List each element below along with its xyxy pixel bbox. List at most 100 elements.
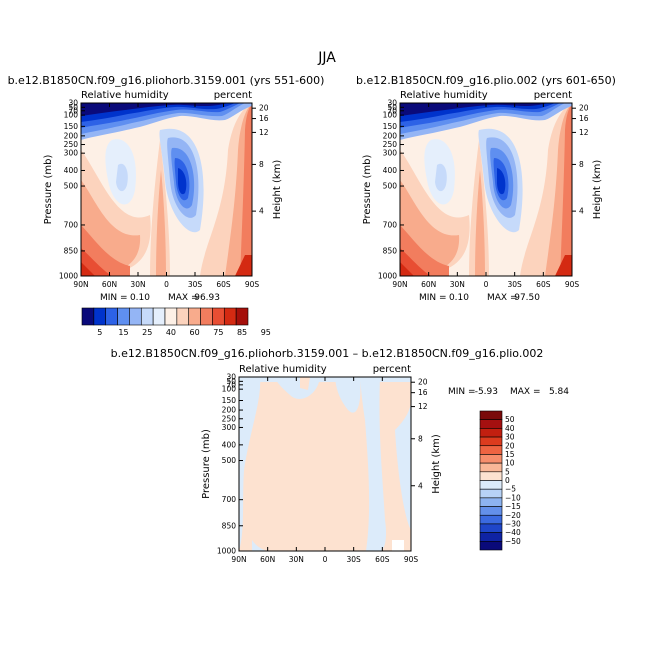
panel-a-min-value: 0.10 [130, 293, 150, 303]
colorbar-label: 20 [505, 441, 515, 450]
x-tick-label: 0 [484, 280, 489, 289]
y-axis-label: Pressure (mb) [201, 429, 212, 499]
panel-a-units: percent [214, 90, 252, 101]
colorbar-box [479, 532, 503, 542]
colorbar-box [479, 428, 503, 438]
y-tick-label: 500 [383, 182, 398, 191]
panel-c-min-value: -5.93 [475, 387, 498, 397]
colorbar-label: 40 [505, 424, 515, 433]
x-tick-label: 60N [102, 280, 117, 289]
x-tick-label: 0 [323, 555, 328, 564]
y-tick-label: 300 [222, 423, 237, 432]
colorbar-box [479, 497, 503, 507]
colorbar-label: 30 [505, 433, 515, 442]
x-tick-label: 90N [392, 280, 407, 289]
colorbar-label: −30 [505, 519, 521, 528]
y2-tick-label: 12 [418, 402, 428, 411]
y-tick-label: 250 [383, 140, 398, 149]
x-tick-label: 30S [508, 280, 523, 289]
y2-axis-label: Height (km) [431, 434, 442, 494]
panel-a-max-label: MAX = [168, 293, 199, 303]
y-tick-label: 500 [64, 182, 79, 191]
x-tick-label: 0 [164, 280, 169, 289]
y2-axis-label: Height (km) [592, 160, 603, 220]
y-tick-label: 700 [64, 220, 79, 229]
y-tick-label: 850 [222, 521, 237, 530]
colorbar-label: −10 [505, 493, 521, 502]
y-tick-label: 50 [387, 103, 397, 112]
y-tick-label: 100 [64, 111, 79, 120]
x-tick-label: 90S [404, 555, 419, 564]
panel-a-max-value: 96.93 [194, 293, 220, 303]
panel-b-min-label: MIN = [419, 293, 447, 303]
y2-tick-label: 8 [579, 160, 584, 169]
x-tick-label: 90S [565, 280, 580, 289]
colorbar-label: 75 [213, 328, 223, 337]
x-tick-label: 60N [421, 280, 436, 289]
colorbar-label: 0 [505, 476, 510, 485]
x-tick-label: 30N [130, 280, 145, 289]
colorbar-box [176, 307, 190, 326]
y-tick-label: 30 [387, 99, 397, 108]
y2-tick-label: 16 [579, 114, 589, 123]
y-tick-label: 150 [64, 122, 79, 131]
colorbar-box [479, 488, 503, 499]
colorbar-box [479, 523, 503, 533]
figure-title: JJA [317, 50, 336, 66]
x-tick-label: 60N [260, 555, 275, 564]
x-tick-label: 60S [536, 280, 551, 289]
colorbar-box [140, 307, 154, 326]
y-tick-label: 1000 [59, 272, 78, 281]
colorbar-box [129, 307, 142, 326]
y2-tick-label: 4 [418, 481, 423, 490]
colorbar-box [81, 307, 95, 326]
colorbar-box [479, 445, 503, 455]
x-tick-label: 90N [231, 555, 246, 564]
y2-tick-label: 12 [579, 128, 589, 137]
colorbar-box [479, 419, 503, 429]
panel-b-units: percent [534, 90, 572, 101]
colorbar-box [479, 454, 503, 464]
panel-c-max-value: 5.84 [549, 387, 569, 397]
y-tick-label: 250 [222, 414, 237, 423]
colorbar-label: 85 [237, 328, 247, 337]
colorbar-label: −5 [505, 485, 516, 494]
panel-b-variable: Relative humidity [400, 90, 488, 101]
x-tick-label: 30S [347, 555, 362, 564]
colorbar-label: 5 [505, 467, 510, 476]
panel-a-title: b.e12.B1850CN.f09_g16.pliohorb.3159.001 … [8, 74, 325, 87]
y-tick-label: 100 [222, 385, 237, 394]
y-axis-label: Pressure (mb) [43, 155, 54, 225]
y-tick-label: 300 [383, 149, 398, 158]
colorbar-box [479, 462, 503, 473]
panel-c-max-label: MAX = [510, 387, 541, 397]
y-tick-label: 30 [226, 373, 236, 382]
y2-tick-label: 16 [259, 114, 269, 123]
y2-tick-label: 20 [259, 104, 269, 113]
y-tick-label: 50 [226, 377, 236, 386]
x-tick-label: 30N [289, 555, 304, 564]
colorbar-box [152, 307, 166, 326]
colorbar-box [164, 307, 178, 326]
colorbar-label: 10 [505, 459, 515, 468]
colorbar-label: 25 [142, 328, 152, 337]
panel-c-field [239, 377, 411, 551]
y-tick-label: 30 [68, 99, 78, 108]
x-tick-label: 90S [245, 280, 260, 289]
colorbar-box [117, 307, 130, 326]
y2-tick-label: 16 [418, 388, 428, 397]
y-tick-label: 100 [383, 111, 398, 120]
colorbar-label: −40 [505, 528, 521, 537]
x-tick-label: 60S [216, 280, 231, 289]
colorbar-box [479, 471, 503, 481]
colorbar-box [479, 436, 503, 447]
panel-a-min-label: MIN = [100, 293, 128, 303]
y-tick-label: 50 [68, 103, 78, 112]
colorbar-label: 5 [97, 328, 102, 337]
panel-b-field [400, 103, 572, 276]
panel-b-max-value: 97.50 [514, 293, 540, 303]
panel-a-variable: Relative humidity [81, 90, 169, 101]
y-tick-label: 400 [64, 166, 79, 175]
